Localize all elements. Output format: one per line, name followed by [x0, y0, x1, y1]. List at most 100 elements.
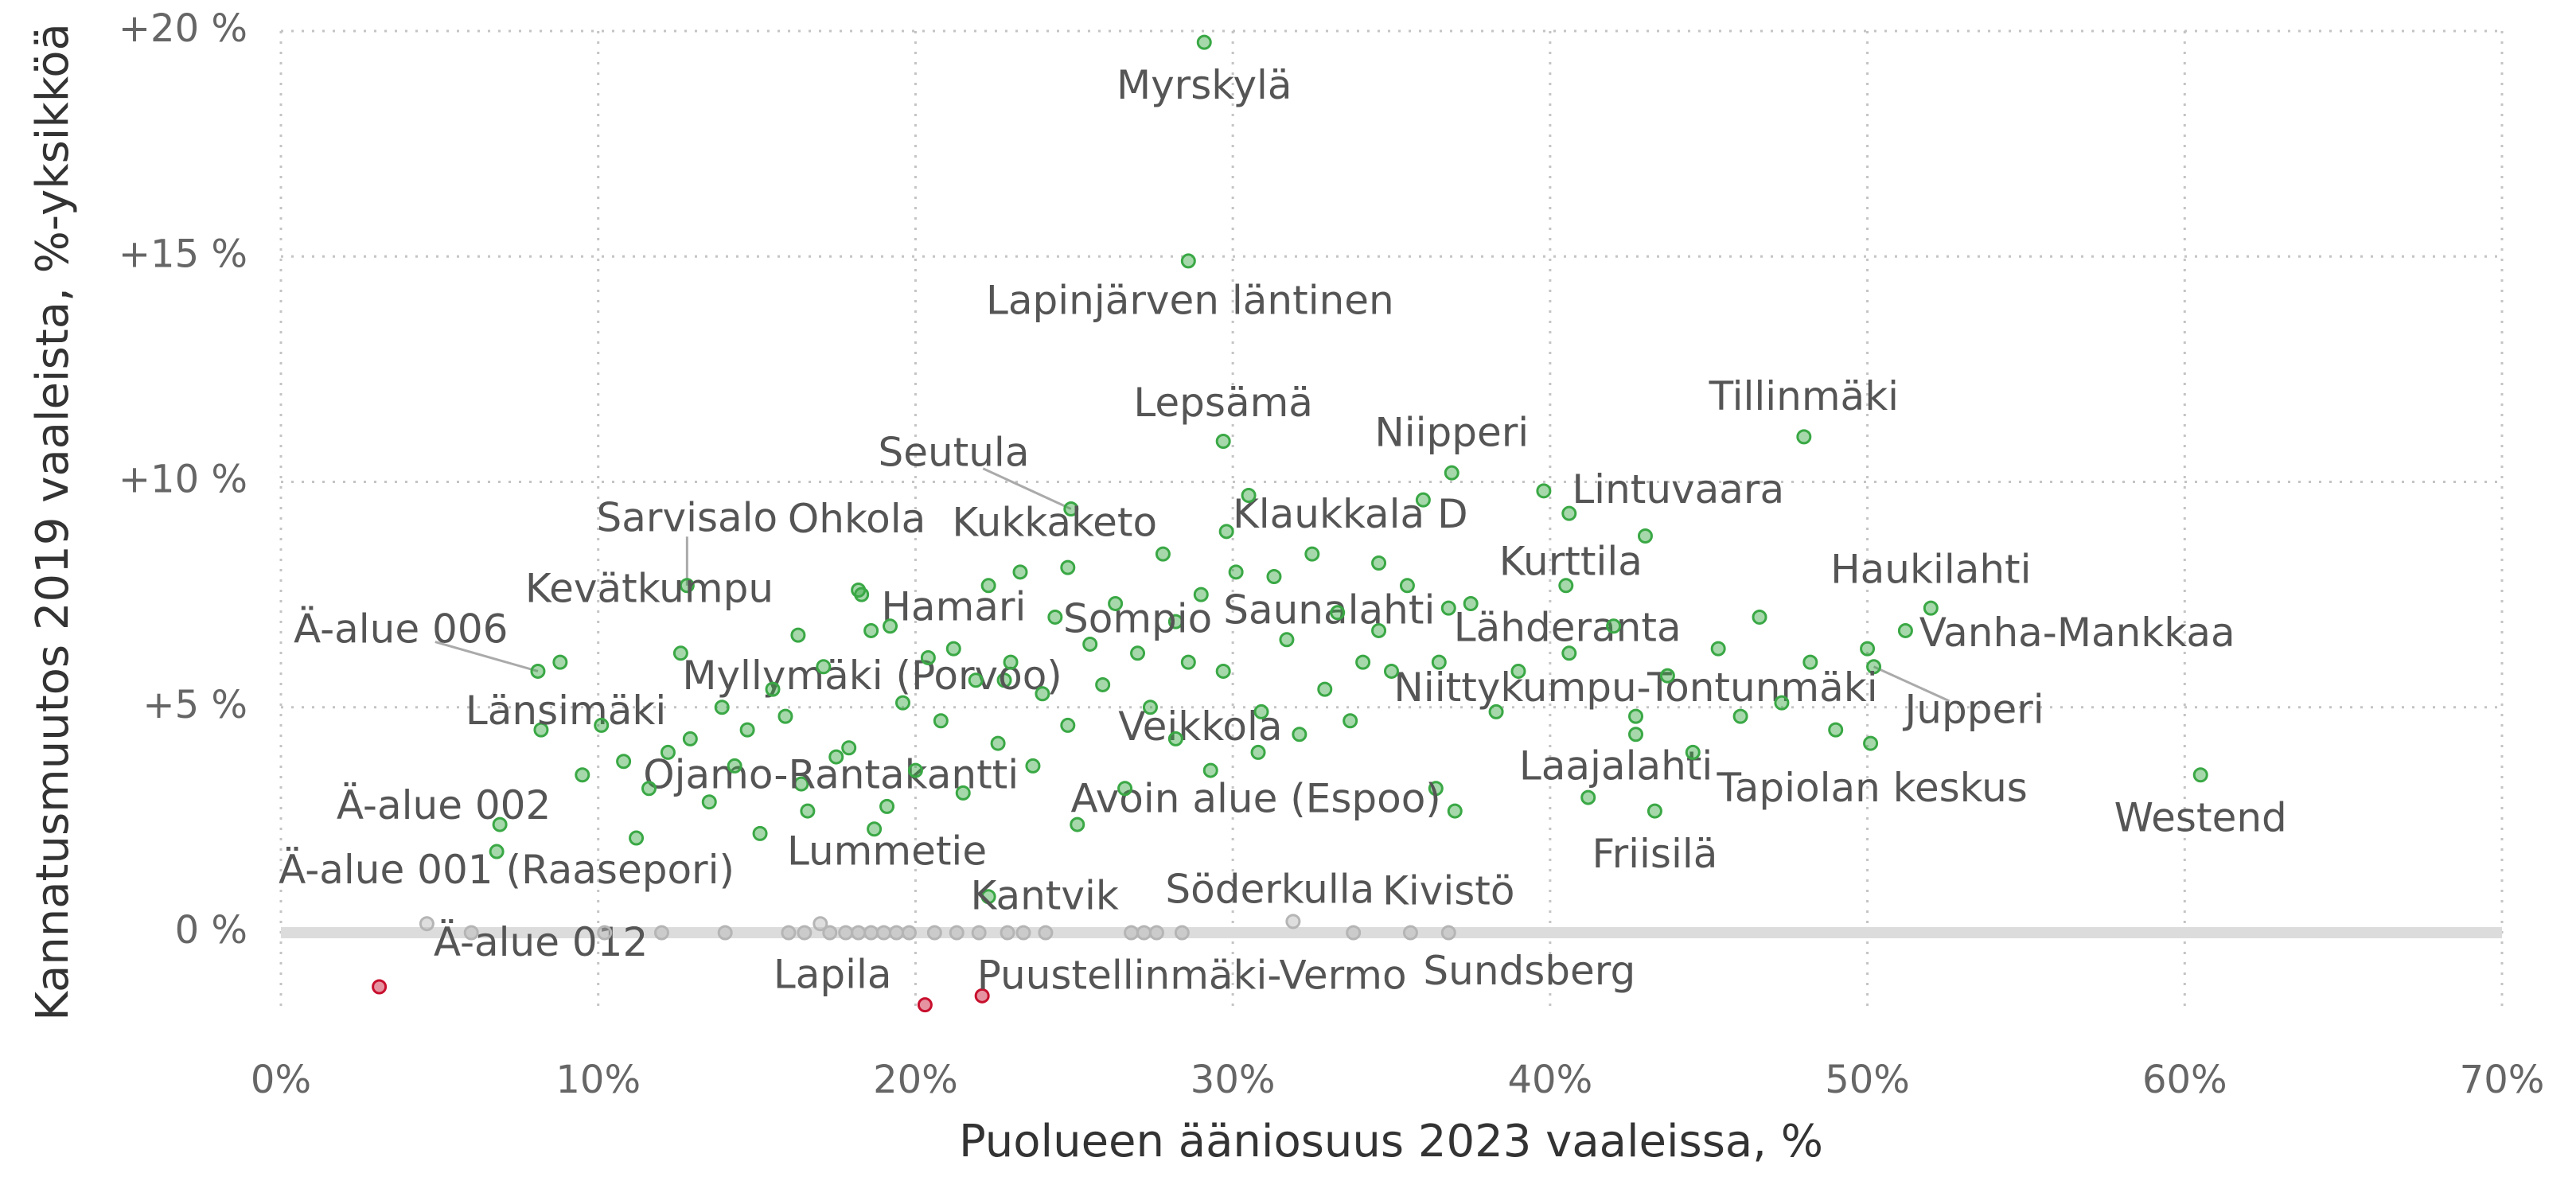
point: [1431, 654, 1447, 670]
point: [945, 641, 961, 657]
point: [1866, 659, 1882, 675]
point: [1292, 727, 1307, 742]
point-label: Sundsberg: [1423, 948, 1635, 994]
x-tick-label: 60%: [2142, 1058, 2227, 1102]
point: [1488, 703, 1504, 719]
point: [1285, 914, 1301, 930]
point: [894, 695, 910, 711]
point: [822, 925, 838, 941]
point-label: Ä-alue 002: [337, 782, 551, 828]
point: [552, 654, 568, 670]
point: [1266, 568, 1282, 584]
point-label: Ä-alue 006: [294, 606, 508, 653]
point: [629, 830, 645, 846]
point-label: Sompio: [1063, 596, 1212, 642]
point: [901, 925, 917, 941]
point-label: Vanha-Mankkaa: [1919, 610, 2235, 656]
point: [1253, 703, 1269, 719]
point-label: Lepsämä: [1133, 380, 1313, 426]
point: [594, 717, 610, 733]
point: [1196, 34, 1212, 50]
point: [1796, 429, 1812, 445]
point: [1647, 803, 1662, 819]
point: [1148, 925, 1164, 941]
point: [530, 663, 546, 679]
point-label: Niipperi: [1374, 410, 1529, 456]
point: [372, 979, 388, 995]
point: [1108, 595, 1124, 611]
point: [1130, 645, 1146, 661]
y-tick-label: 0 %: [175, 908, 247, 953]
point: [1510, 663, 1526, 679]
point-label: Myrskylä: [1117, 62, 1292, 108]
point-label: Friisilä: [1592, 831, 1717, 877]
x-axis-title: Puolueen ääniosuus 2023 vaaleissa, %: [959, 1116, 1823, 1167]
point: [1117, 781, 1133, 797]
point-label: Laajalahti: [1519, 742, 1713, 789]
point: [777, 708, 793, 724]
point: [883, 618, 898, 634]
point: [816, 659, 832, 675]
point: [949, 925, 965, 941]
point-label: Kivistö: [1382, 867, 1514, 914]
point: [1371, 555, 1387, 571]
point: [1752, 609, 1767, 625]
x-tick-label: 50%: [1825, 1058, 1910, 1102]
point: [1637, 528, 1653, 544]
point: [1440, 925, 1456, 941]
point: [867, 821, 883, 837]
point: [990, 735, 1006, 751]
point: [1228, 564, 1244, 580]
point: [851, 925, 867, 941]
point: [1685, 744, 1701, 760]
point: [1167, 614, 1183, 629]
point-label: Ä-alue 012: [434, 919, 648, 965]
point: [1561, 645, 1577, 661]
x-tick-label: 10%: [555, 1058, 641, 1102]
point: [1402, 925, 1418, 941]
point: [800, 803, 816, 819]
x-tick-label: 40%: [1508, 1058, 1593, 1102]
point: [828, 749, 844, 765]
point-label: Kukkaketo: [952, 499, 1157, 545]
point: [463, 925, 479, 941]
y-tick-label: +20 %: [119, 6, 247, 51]
point-label: Kevätkumpu: [525, 565, 774, 611]
point: [1343, 713, 1358, 729]
point: [1025, 758, 1041, 774]
point-label: Kantvik: [971, 872, 1119, 918]
point: [1095, 676, 1111, 692]
point: [1215, 434, 1231, 450]
point: [1447, 803, 1463, 819]
point-label: Sarvisalo: [597, 494, 778, 540]
point-label: Lapila: [774, 951, 892, 997]
point-label: Avoin alue (Espoo): [1070, 776, 1440, 822]
point: [1580, 789, 1596, 805]
point: [1659, 668, 1675, 684]
point: [1732, 708, 1748, 724]
point: [838, 925, 854, 941]
point: [1015, 925, 1031, 941]
point: [1415, 492, 1431, 508]
point: [682, 731, 698, 746]
point-label: Klaukkala D: [1233, 491, 1468, 537]
point: [660, 744, 676, 760]
point: [813, 916, 828, 932]
point: [1060, 717, 1076, 733]
point-label: Puustellinmäki-Vermo: [977, 952, 1407, 998]
point: [996, 672, 1012, 688]
point: [971, 925, 987, 941]
point: [1063, 501, 1079, 517]
point: [717, 925, 733, 941]
point: [1241, 488, 1257, 504]
y-tick-label: +15 %: [119, 232, 247, 276]
point: [1142, 700, 1158, 715]
leader-line: [982, 467, 1072, 510]
point: [1897, 622, 1913, 638]
point: [1802, 654, 1818, 670]
point: [968, 672, 984, 688]
point: [1440, 600, 1456, 616]
point-label: Tapiolan keskus: [1716, 765, 2027, 811]
point: [854, 587, 870, 602]
point: [797, 925, 813, 941]
